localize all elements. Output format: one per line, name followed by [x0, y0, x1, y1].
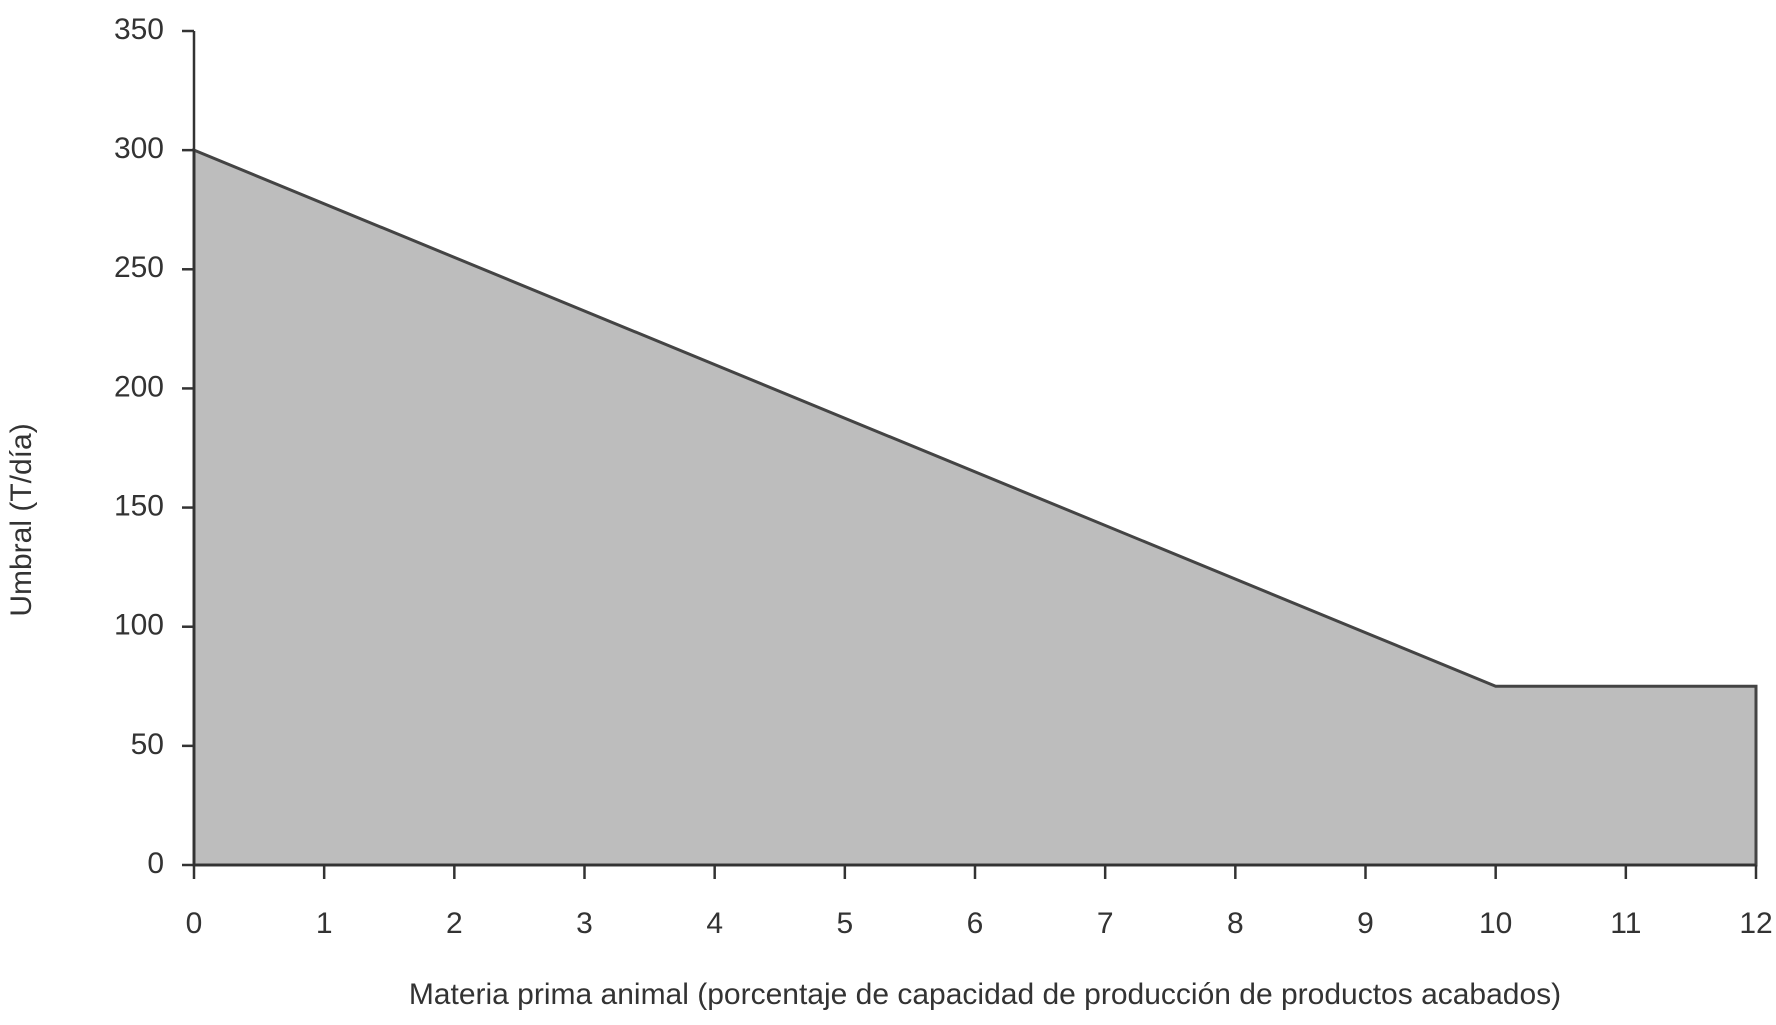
x-tick-label: 11 — [1610, 907, 1641, 940]
x-tick-label: 3 — [576, 907, 593, 940]
y-axis-label: Umbral (T/día) — [5, 423, 38, 616]
y-tick-label: 0 — [147, 847, 164, 880]
x-axis-label: Materia prima animal (porcentaje de capa… — [409, 978, 1561, 1011]
x-tick-label: 5 — [836, 907, 853, 940]
y-tick-label: 350 — [114, 13, 164, 46]
x-tick-label: 7 — [1097, 907, 1114, 940]
x-tick-label: 1 — [316, 907, 333, 940]
x-tick-label: 8 — [1227, 907, 1244, 940]
x-tick-label: 6 — [967, 907, 984, 940]
y-tick-label: 100 — [114, 609, 164, 642]
y-tick-label: 50 — [131, 728, 164, 761]
y-tick-label: 250 — [114, 251, 164, 284]
x-tick-label: 9 — [1357, 907, 1374, 940]
x-tick-label: 10 — [1479, 907, 1512, 940]
x-tick-label: 0 — [186, 907, 203, 940]
x-tick-label: 4 — [706, 907, 723, 940]
y-tick-label: 200 — [114, 370, 164, 403]
x-tick-label: 12 — [1739, 907, 1772, 940]
area — [192, 147, 1758, 867]
x-tick-label: 2 — [446, 907, 463, 940]
y-tick-label: 300 — [114, 132, 164, 165]
y-tick-label: 150 — [114, 489, 164, 522]
